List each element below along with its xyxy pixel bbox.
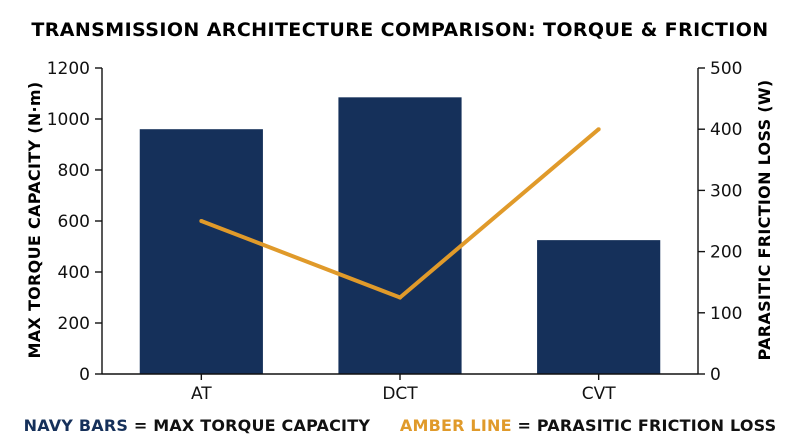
y-axis-title: MAX TORQUE CAPACITY (N·m) bbox=[25, 82, 44, 359]
y-tick-label: 800 bbox=[58, 161, 90, 181]
y-tick-label: 1000 bbox=[47, 110, 90, 130]
legend-line-text: = PARASITIC FRICTION LOSS bbox=[512, 416, 777, 435]
y-tick-label: 600 bbox=[58, 212, 90, 232]
y2-axis-title: PARASITIC FRICTION LOSS (W) bbox=[755, 80, 774, 361]
chart-title: TRANSMISSION ARCHITECTURE COMPARISON: TO… bbox=[31, 19, 768, 41]
x-tick-label-at: AT bbox=[191, 384, 212, 404]
friction-point-cvt bbox=[596, 127, 601, 132]
y-tick-label: 400 bbox=[58, 263, 90, 283]
y-tick-label: 1200 bbox=[47, 59, 90, 79]
bar-dct bbox=[338, 97, 462, 374]
y2-tick-label: 500 bbox=[710, 59, 742, 79]
x-tick-label-dct: DCT bbox=[382, 384, 418, 404]
legend: NAVY BARS = MAX TORQUE CAPACITY AMBER LI… bbox=[24, 416, 777, 435]
friction-point-dct bbox=[398, 295, 402, 300]
y-tick-label: 200 bbox=[58, 314, 90, 334]
y2-tick-label: 200 bbox=[710, 243, 742, 263]
y2-tick-label: 300 bbox=[710, 181, 742, 201]
y-tick-label: 0 bbox=[79, 365, 90, 385]
legend-bar-key: NAVY BARS bbox=[24, 416, 128, 435]
legend-bar-text: = MAX TORQUE CAPACITY bbox=[128, 416, 370, 435]
y2-tick-label: 400 bbox=[710, 120, 742, 140]
plot-area: 0 200 400 600 800 1000 1200 0 100 200 300 400 500 AT D… bbox=[47, 59, 743, 404]
friction-point-at bbox=[199, 219, 204, 223]
bar-at bbox=[139, 129, 263, 374]
bar-cvt bbox=[537, 240, 661, 374]
legend-line-key: AMBER LINE bbox=[400, 416, 512, 435]
y2-tick-label: 100 bbox=[710, 304, 742, 324]
x-tick-label-cvt: CVT bbox=[582, 384, 616, 404]
y2-tick-label: 0 bbox=[710, 365, 721, 385]
